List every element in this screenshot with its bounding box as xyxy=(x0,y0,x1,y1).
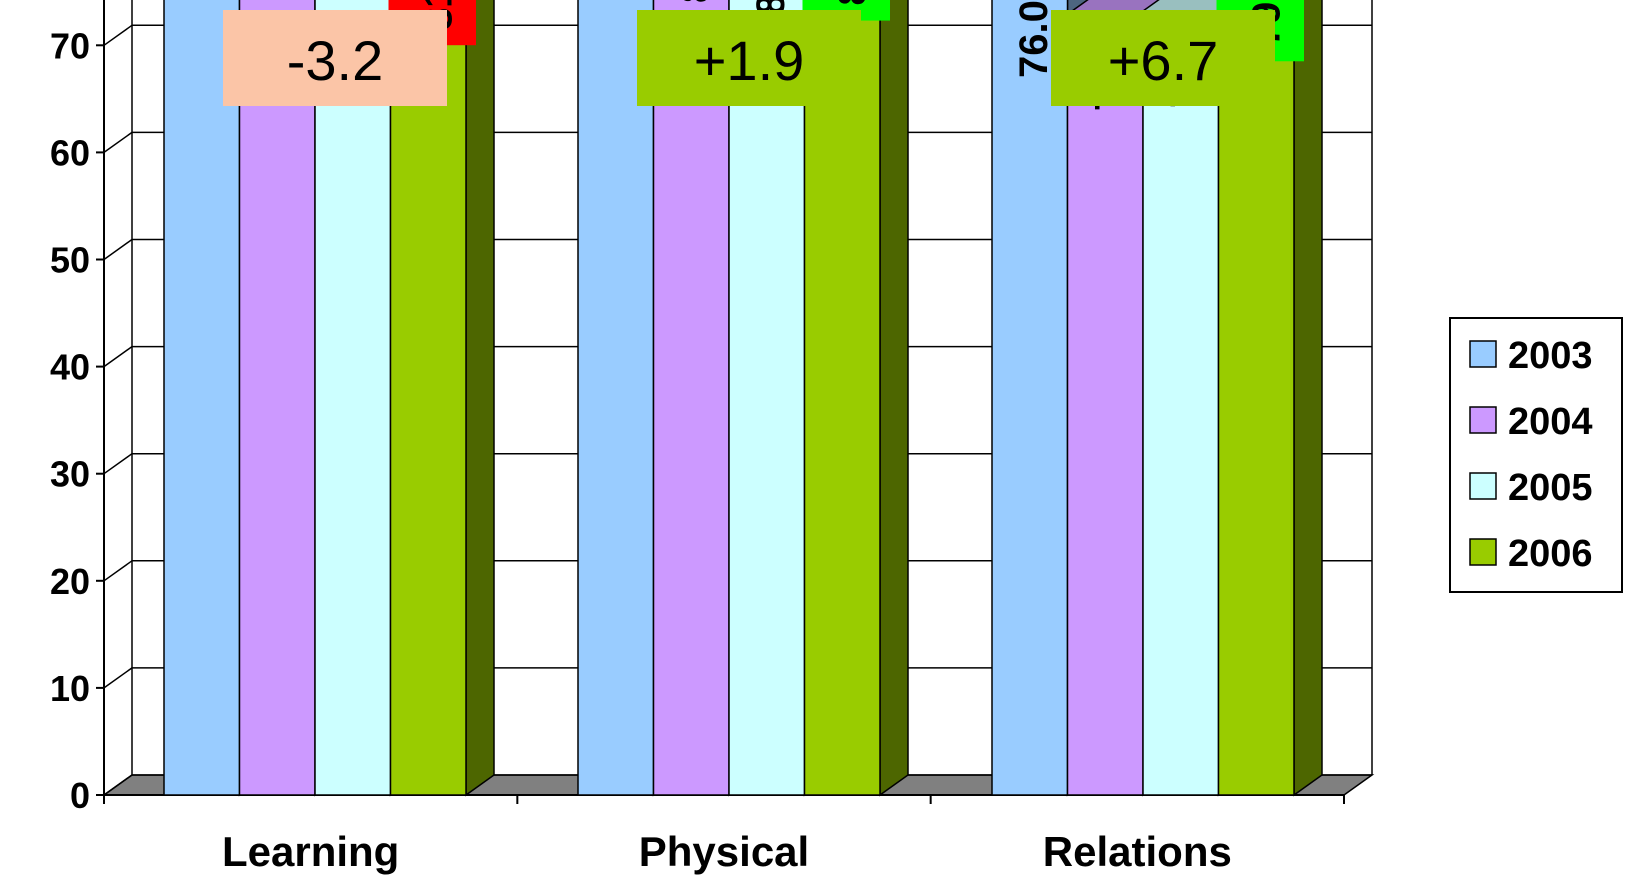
bar-2005-relations xyxy=(1142,10,1220,796)
bars xyxy=(163,0,1323,797)
y-tick-label: 60 xyxy=(50,132,90,173)
annotation-box xyxy=(1051,10,1275,106)
legend-label: 2004 xyxy=(1508,401,1593,443)
y-tick-label: 10 xyxy=(50,668,90,709)
bar-2004-physical xyxy=(652,0,730,796)
legend-label: 2003 xyxy=(1508,335,1593,377)
legend-label: 2005 xyxy=(1508,467,1593,509)
y-tick-label: 30 xyxy=(50,454,90,495)
data-label: 76.0 xyxy=(1012,0,1056,78)
gridline-side xyxy=(103,131,133,154)
legend: 2003 2004 2005 2006 xyxy=(1449,317,1623,593)
gridline-side xyxy=(103,345,133,368)
change-annotations: -3.2 +1.9 +6.7 xyxy=(223,10,1275,106)
legend-swatch-2003 xyxy=(1469,340,1497,368)
gridline-side xyxy=(103,667,133,689)
gridline-side xyxy=(103,453,133,475)
bar-2004-learning xyxy=(238,0,316,796)
x-category-label: Learning xyxy=(222,828,399,875)
bar-2005-physical xyxy=(728,0,806,796)
bar-2005-learning xyxy=(314,0,392,796)
data-label: 83.0 xyxy=(673,0,717,3)
y-tick-label: 70 xyxy=(50,25,90,66)
annotation-text: -3.2 xyxy=(287,29,384,92)
bar-side-2006 xyxy=(879,0,909,797)
gridline-side xyxy=(103,774,133,796)
bar-2003-physical xyxy=(577,0,655,796)
legend-swatch-2005 xyxy=(1469,472,1497,500)
y-tick-label: 20 xyxy=(50,561,90,602)
annotation-box xyxy=(637,10,861,106)
gridline-side xyxy=(103,238,133,261)
x-category-label: Relations xyxy=(1043,828,1232,875)
legend-label: 2006 xyxy=(1508,533,1593,575)
legend-swatch-2004 xyxy=(1469,406,1497,434)
bar-side-2006 xyxy=(465,0,495,797)
y-tick-label: 0 xyxy=(70,775,90,816)
bar-2006-learning xyxy=(389,0,467,796)
bar-2003-relations xyxy=(991,0,1069,796)
annotation-text: +6.7 xyxy=(1108,29,1219,92)
annotation-box xyxy=(223,10,447,106)
bar-2006-relations xyxy=(1217,0,1295,796)
x-category-label: Physical xyxy=(639,828,809,875)
gridline-side xyxy=(103,560,133,582)
bar-2004-relations xyxy=(1066,13,1144,796)
legend-swatch-2006 xyxy=(1469,538,1497,566)
y-tick-label: 40 xyxy=(50,347,90,388)
data-label: 83.7 xyxy=(830,0,874,6)
y-tick-label: 50 xyxy=(50,240,90,281)
annotation-text: +1.9 xyxy=(694,29,805,92)
bar-2003-learning xyxy=(163,0,241,796)
gridline-side xyxy=(103,24,133,46)
bar-2006-physical xyxy=(803,0,881,796)
bar-side-2006 xyxy=(1293,0,1323,797)
axes: 0102030405060708090100LearningPhysicalRe… xyxy=(50,0,1345,875)
